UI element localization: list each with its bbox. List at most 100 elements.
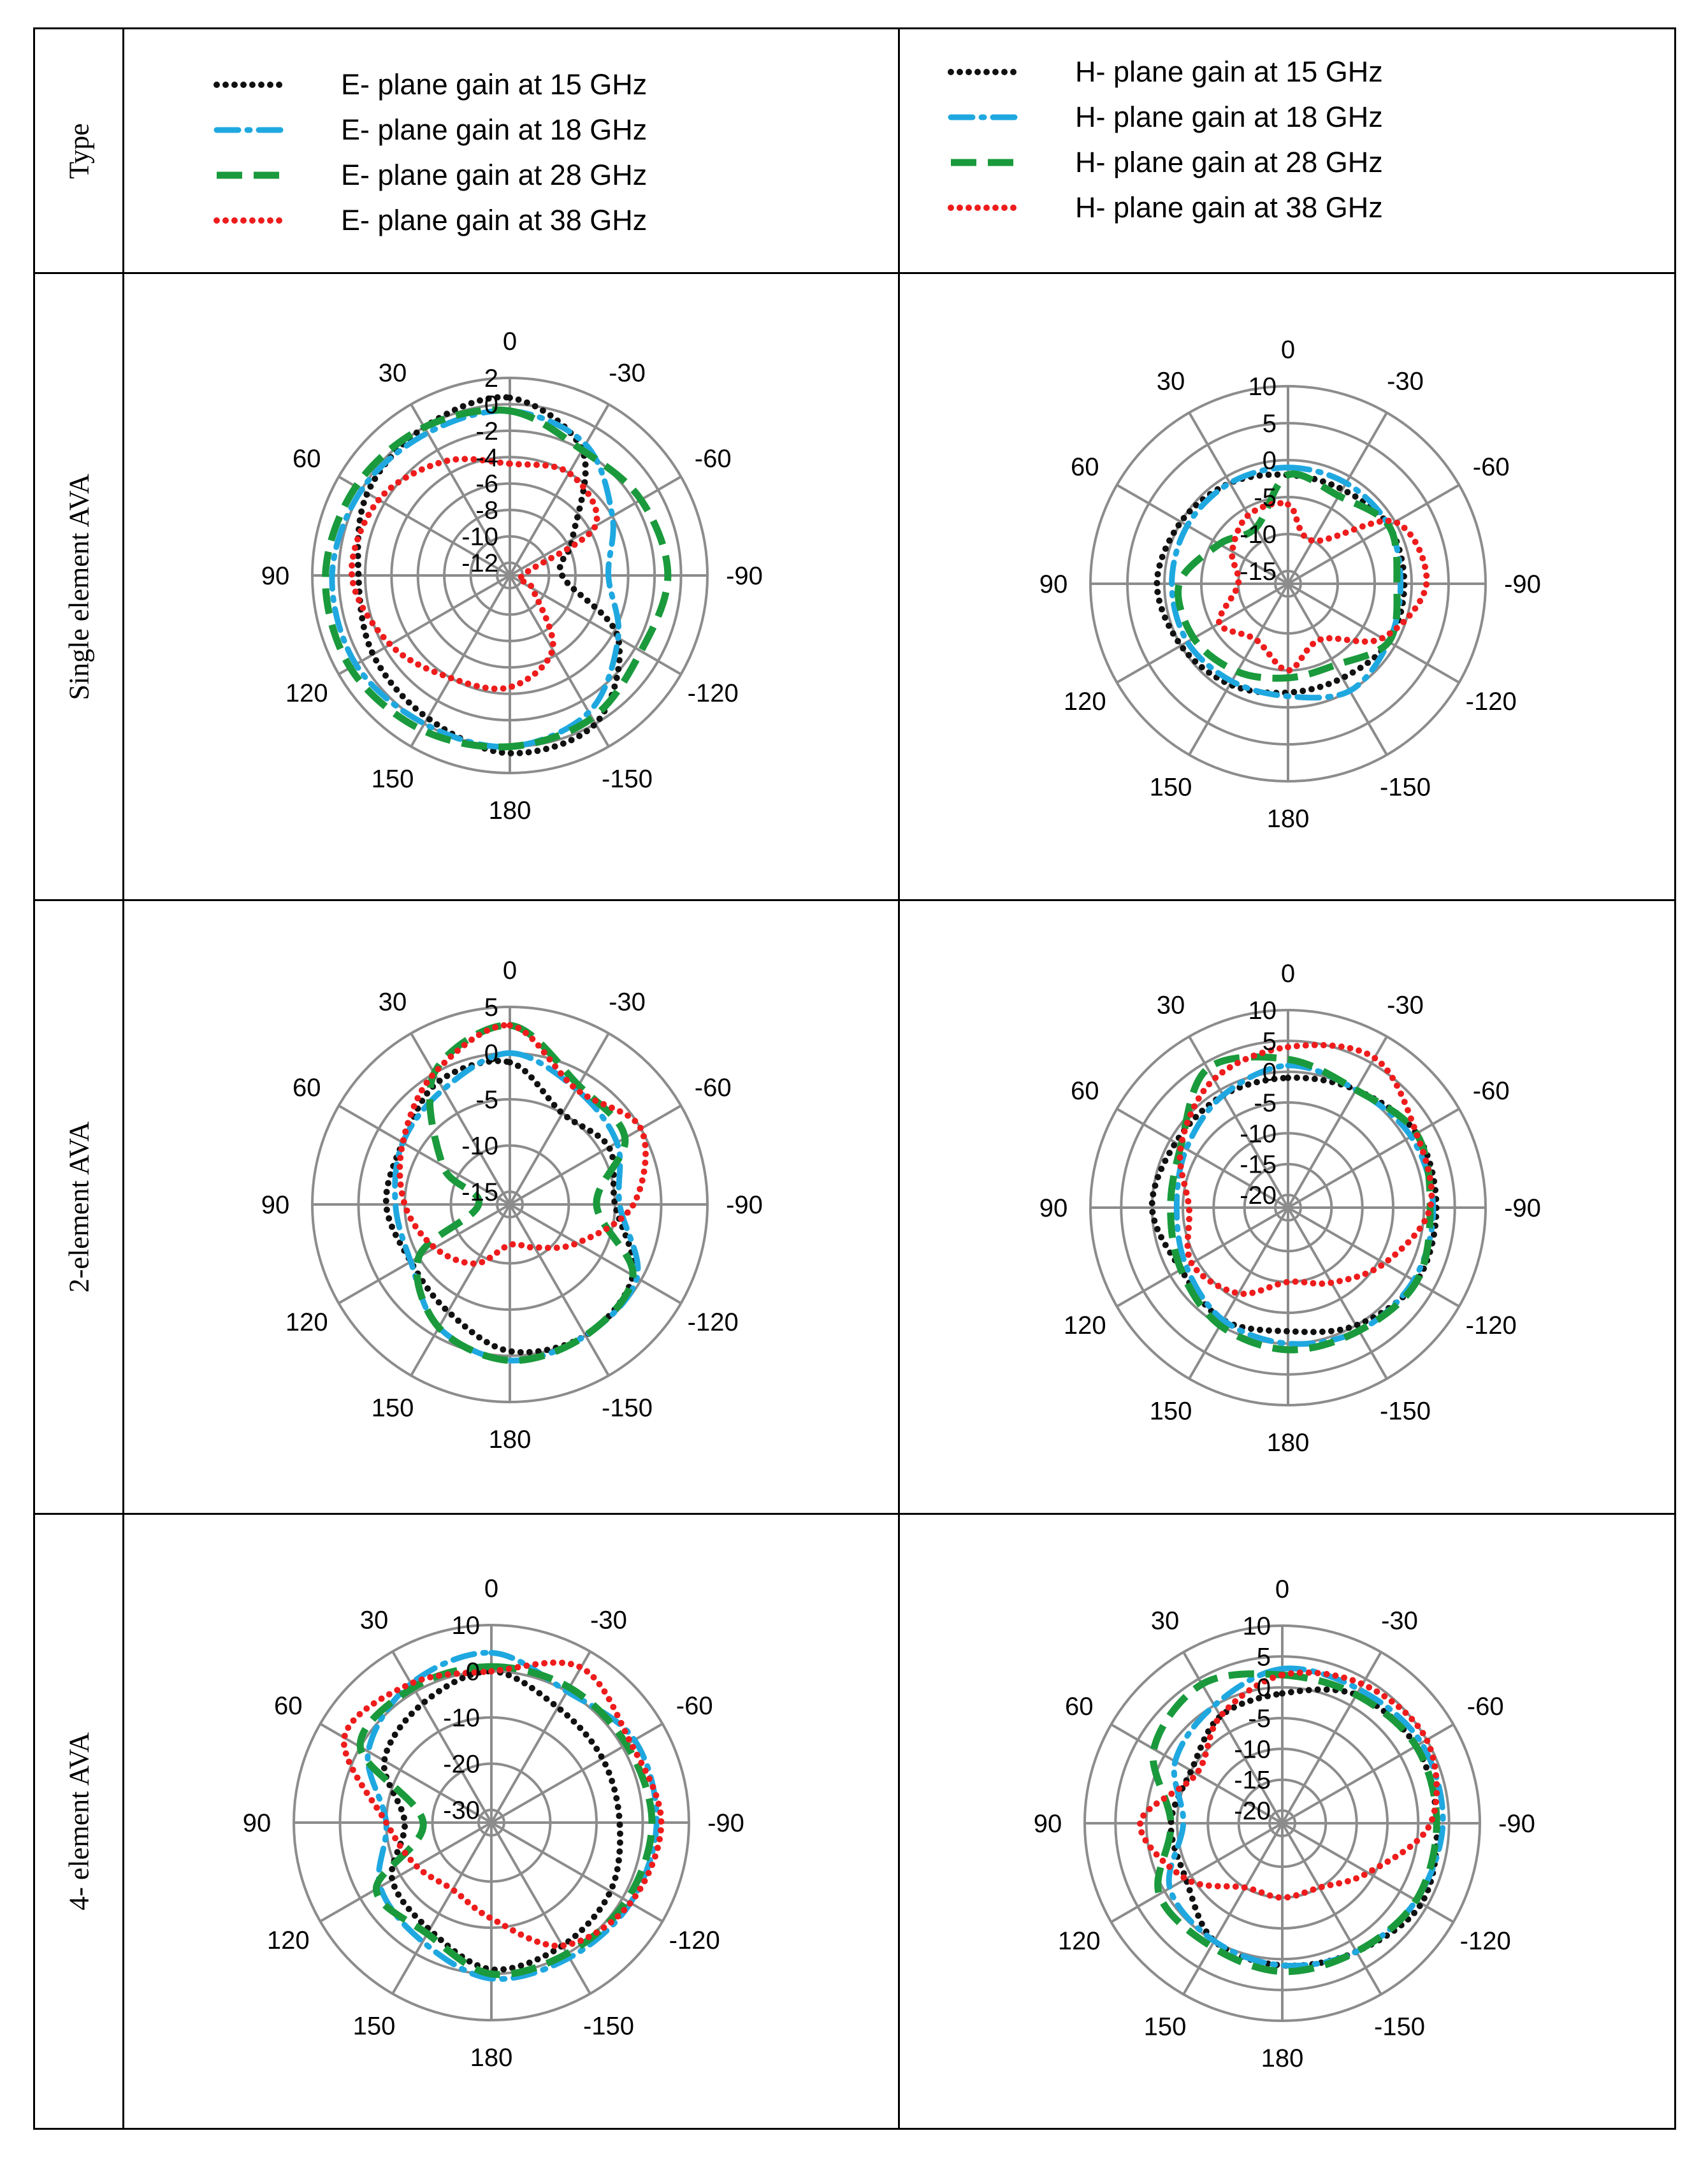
row-label-cell-single: Single element AVA [33,272,124,901]
series-curve-4 [340,1659,665,1949]
angle-label: 120 [1064,688,1106,716]
radial-tick-label: -10 [461,1132,498,1160]
polar-chart-four-h: 10 5 0 -5-10 -15-20 0 -30 -60 -90 -120 -150 180 150 1… [1034,1575,1535,2072]
polar-spoke [1110,1723,1283,1825]
angle-label: 150 [353,2013,396,2041]
angle-label: -90 [726,562,763,590]
angle-label: 0 [1275,1575,1289,1603]
angle-label: 180 [1267,1429,1310,1457]
polar-spoke [490,1651,591,1823]
angle-label: 180 [489,797,532,825]
series-curve-4 [348,456,600,692]
legend-item-e-15: E- plane gain at 15 GHz [214,62,647,107]
angle-label: -60 [1467,1693,1504,1721]
legend-swatch-h-28 [951,159,1021,166]
legend-swatch-e-15 [214,82,290,88]
angle-label: 150 [1144,2013,1187,2041]
angle-label: -30 [609,988,646,1016]
angle-label: 30 [1157,367,1185,395]
angle-label: 0 [503,328,517,356]
radial-tick-label: -8 [475,496,498,524]
angle-label: 150 [372,765,414,793]
angle-label: 150 [1150,1398,1192,1426]
angle-label: -90 [707,1809,744,1837]
angle-label: -90 [1504,570,1541,598]
polar-chart-two-h: 1050-5-10-15-200-30-60-90-120-1501801501… [1039,960,1541,1457]
radial-tick-label: 0 [1257,1674,1271,1702]
polar-cell-single-h: 10 5 0 -5 -10 -15 0 -30 -60 -90 -120 -150 180 150 120 9… [898,272,1676,901]
series-curve-3 [356,1663,656,1978]
angle-label: 120 [1058,1927,1101,1955]
radial-tick-label: -10 [1234,1735,1271,1763]
series-curve-4 [1136,1669,1440,1901]
radial-tick-label: -10 [1240,521,1277,549]
polar-spoke [1182,1651,1284,1824]
angle-label: 30 [360,1606,389,1634]
polar-chart-four-e: 100-10-20-300-30-60-90-120-1501801501209… [243,1575,744,2072]
series-curve-4 [1216,500,1430,674]
polar-spoke [338,574,510,676]
radial-tick-label: 5 [484,994,498,1022]
radial-tick-label: -30 [443,1796,480,1825]
polar-spoke [1110,1822,1283,1923]
series-curve-3 [322,406,672,751]
legend-swatch-h-18 [948,114,1024,120]
legend-item-e-18: E- plane gain at 18 GHz [214,108,647,152]
series-curve-2 [329,407,622,750]
angle-label: 60 [293,1074,321,1102]
type-header-cell: Type [33,27,124,274]
legend-item-h-28: H- plane gain at 28 GHz [948,140,1383,185]
polar-spoke [1116,1108,1289,1209]
row-label-four: 4- element AVA [63,1732,94,1911]
polar-spoke [410,1204,511,1377]
radial-tick-label: -15 [461,1178,498,1206]
angle-label: 30 [379,359,407,387]
radial-tick-label: -12 [461,549,498,577]
angle-label: 30 [1157,991,1185,1019]
legend-label-h-18: H- plane gain at 18 GHz [1075,101,1383,133]
polar-cell-two-h: 10 5 0 -5 -10 -15 -20 0 -30 -60 -90 -120 -150 180 150 1… [898,899,1676,1515]
angle-label: 0 [1281,336,1295,364]
polar-spoke [509,403,610,576]
series-curve-2 [365,1649,660,1982]
legend-label-e-28: E- plane gain at 28 GHz [341,159,648,191]
angle-label: -120 [669,1926,720,1955]
legend-label-h-38: H- plane gain at 38 GHz [1075,191,1383,224]
polar-spoke [1287,1206,1460,1308]
angle-label: 90 [1039,570,1068,598]
legend-item-h-15: H- plane gain at 15 GHz [948,50,1383,94]
legend-label-h-28: H- plane gain at 28 GHz [1075,146,1383,178]
radial-tick-label: 0 [1263,1059,1277,1087]
polar-spoke [1281,1651,1382,1824]
angle-label: 120 [286,679,328,707]
radial-tick-label: 0 [484,1040,498,1068]
polar-spoke [1287,583,1388,756]
angle-label: 90 [261,562,290,590]
polar-spoke [509,1204,610,1377]
angle-label: 180 [1267,805,1310,833]
angle-label: 180 [470,2044,513,2072]
angle-label: 0 [1281,960,1295,988]
angle-label: -120 [688,1308,739,1336]
polar-spoke [1281,1823,1382,1995]
angle-label: -90 [726,1191,763,1219]
polar-spoke [1116,484,1289,585]
angle-label: -150 [1374,2013,1425,2041]
angle-label: 150 [372,1394,414,1422]
series-curve-1 [380,1668,623,1973]
angle-label: -60 [1473,453,1510,481]
radial-tick-label: -15 [1240,1151,1277,1179]
legend-label-e-38: E- plane gain at 38 GHz [341,204,648,236]
row-label-single: Single element AVA [63,473,94,700]
radial-tick-label: 10 [452,1612,481,1640]
angle-label: 60 [1071,1077,1099,1105]
polar-chart-single-e: 20-2-4-6-8-10-120-30-60-90-120-150180150… [261,328,763,825]
angle-label: -120 [688,679,739,707]
polar-spoke [491,1821,663,1923]
polar-spoke [1116,1206,1289,1308]
polar-spoke [391,1822,493,1995]
angle-label: 120 [267,1926,310,1955]
series-curve-1 [354,394,623,756]
polar-spoke [1188,1036,1289,1208]
radial-tick-label: -5 [1254,1089,1277,1117]
